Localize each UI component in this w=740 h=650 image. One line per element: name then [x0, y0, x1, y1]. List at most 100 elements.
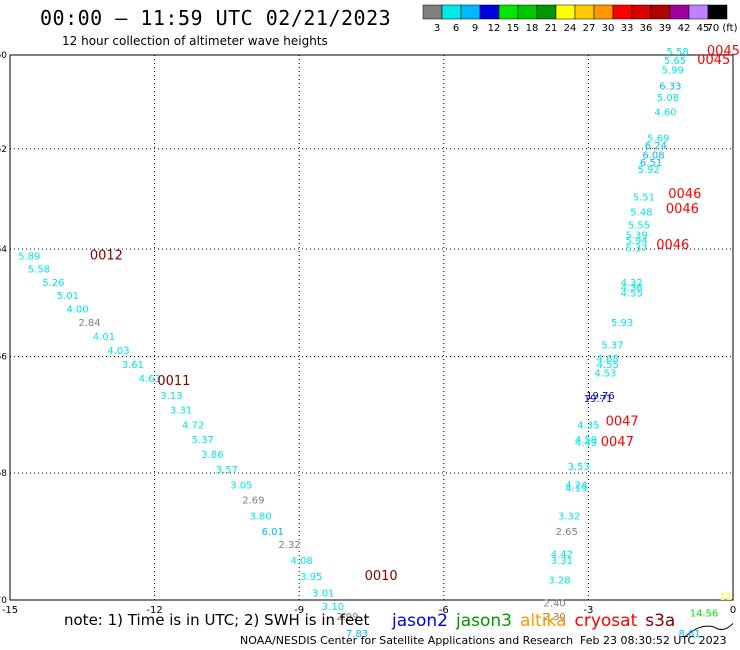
- track-time-label: 0010: [365, 569, 398, 584]
- colorbar-label: 18: [526, 23, 539, 34]
- wave-height-label: 19.76: [586, 391, 615, 402]
- footer-credit: NOAA/NESDIS Center for Satellite Applica…: [240, 634, 574, 647]
- footer-note: note: 1) Time is in UTC; 2) SWH is in fe…: [64, 611, 370, 629]
- wave-height-label: 6.51: [640, 158, 662, 169]
- track-time-label: 0047: [606, 414, 639, 429]
- lon-tick-label: -9: [294, 605, 304, 616]
- wave-height-label: 2.40: [544, 599, 566, 610]
- colorbar-label: 70 (ft): [707, 23, 738, 34]
- wave-height-label: 3.28: [548, 575, 570, 586]
- colorbar-label: 15: [507, 23, 520, 34]
- wave-height-label: 5.94: [625, 236, 647, 247]
- track-time-label: 0045: [707, 44, 740, 59]
- lat-tick-label: -70: [0, 596, 7, 606]
- wave-height-label: 4.19: [565, 483, 587, 494]
- colorbar-label: 45: [697, 23, 710, 34]
- wave-height-label: 4.35: [577, 420, 599, 431]
- lon-tick-label: -12: [146, 605, 162, 616]
- wave-height-label: 4.42: [551, 549, 573, 560]
- colorbar-label: 3: [434, 23, 440, 34]
- track-time-label: 0046: [656, 238, 689, 253]
- wave-height-label: 3.95: [300, 572, 322, 583]
- footer-timestamp: Feb 23 08:30:52 UTC 2023: [580, 634, 727, 647]
- track-time-label: 0046: [666, 202, 699, 217]
- track-time-label: 0011: [157, 374, 190, 389]
- wave-height-label: 4.36: [621, 283, 643, 294]
- colorbar-label: 27: [583, 23, 596, 34]
- wave-height-label: 5.51: [633, 193, 655, 204]
- lat-tick-label: -64: [0, 245, 7, 255]
- wave-height-label: 2.69: [242, 496, 264, 507]
- wave-height-label: 4.03: [107, 346, 129, 357]
- wave-height-label: 2.65: [556, 527, 578, 538]
- track-time-label: 0045: [697, 53, 730, 68]
- wave-height-label: 3.10: [322, 602, 344, 613]
- lat-tick-label: -60: [0, 51, 7, 61]
- wave-height-label: 5.48: [630, 208, 652, 219]
- wave-height-label: 4.72: [182, 420, 204, 431]
- wave-height-label: 19.71: [584, 394, 613, 405]
- wave-height-label: 5.65: [664, 56, 686, 67]
- wave-height-label: 5.58: [666, 47, 688, 58]
- wave-height-label: 5.69: [647, 134, 669, 145]
- colorbar-label: 36: [640, 23, 653, 34]
- wave-height-label: 5.37: [601, 340, 623, 351]
- map-title: 00:00 – 11:59 UTC 02/21/2023: [40, 6, 392, 30]
- wave-height-label: 3.01: [312, 589, 334, 600]
- wave-height-label: 4.00: [66, 305, 88, 316]
- legend-satellite-s3a: s3a: [645, 611, 676, 631]
- satellite-legend: jason2 jason3 altika cryosat s3a: [392, 611, 683, 631]
- wave-height-label: 6.08: [642, 151, 664, 162]
- colorbar-label: 42: [678, 23, 691, 34]
- wave-height-label: 3.32: [558, 511, 580, 522]
- colorbar-label: 33: [621, 23, 634, 34]
- track-time-label: 0046: [668, 187, 701, 202]
- legend-satellite-jason2: jason2: [392, 611, 448, 631]
- wave-height-label: 5.99: [662, 65, 684, 76]
- coastline: [684, 623, 734, 638]
- wave-height-label: 5.89: [18, 251, 40, 262]
- wave-height-label: 4.63: [139, 374, 161, 385]
- wave-height-label: 5.01: [57, 291, 79, 302]
- wave-height-label: 5.37: [192, 435, 214, 446]
- wave-height-label: 5.39: [625, 231, 647, 242]
- colorbar-label: 39: [659, 23, 672, 34]
- wave-height-label: 4.01: [93, 332, 115, 343]
- legend-satellite-jason3: jason3: [456, 611, 512, 631]
- colorbar-label: 6: [453, 23, 459, 34]
- wave-height-label: 5.26: [42, 278, 64, 289]
- wave-height-label: 6.33: [659, 81, 681, 92]
- wave-height-label: 6.01: [262, 527, 284, 538]
- wave-height-label: 3.31: [170, 406, 192, 417]
- legend-satellite-cryosat: cryosat: [574, 611, 638, 631]
- wave-height-label: 4.32: [621, 278, 643, 289]
- track-time-label: 0012: [90, 248, 123, 263]
- colorbar-label: 12: [488, 23, 501, 34]
- wave-height-label: 5.93: [611, 318, 633, 329]
- wave-height-label: 3.13: [160, 391, 182, 402]
- legend-satellite-altika: altika: [520, 611, 567, 631]
- colorbar-label: 9: [472, 23, 478, 34]
- lat-tick-label: -66: [0, 353, 7, 363]
- wave-height-label: 4.68: [597, 354, 619, 365]
- wave-height-label: 3.31: [551, 556, 573, 567]
- wave-height-label: 3.80: [250, 511, 272, 522]
- wave-height-label: 6.24: [645, 141, 667, 152]
- wave-height-label: 7.83: [346, 629, 368, 640]
- wave-height-label: 5.37: [625, 244, 647, 255]
- wave-height-label: 4.49: [575, 438, 597, 449]
- wave-height-label: 2.32: [278, 540, 300, 551]
- colorbar-swatch: [707, 4, 728, 20]
- wave-height-label: 5.58: [28, 265, 50, 276]
- wave-height-label: 14.56: [690, 609, 719, 620]
- colorbar-label: 21: [545, 23, 558, 34]
- wave-height-label: 3.57: [216, 465, 238, 476]
- lon-tick-label: -15: [2, 605, 18, 616]
- wave-height-label: 3.05: [230, 480, 252, 491]
- colorbar-label: 30: [602, 23, 615, 34]
- wave-height-label: 5.92: [638, 165, 660, 176]
- wave-height-label: 3.53: [568, 462, 590, 473]
- wave-height-label: 2.30: [544, 612, 566, 623]
